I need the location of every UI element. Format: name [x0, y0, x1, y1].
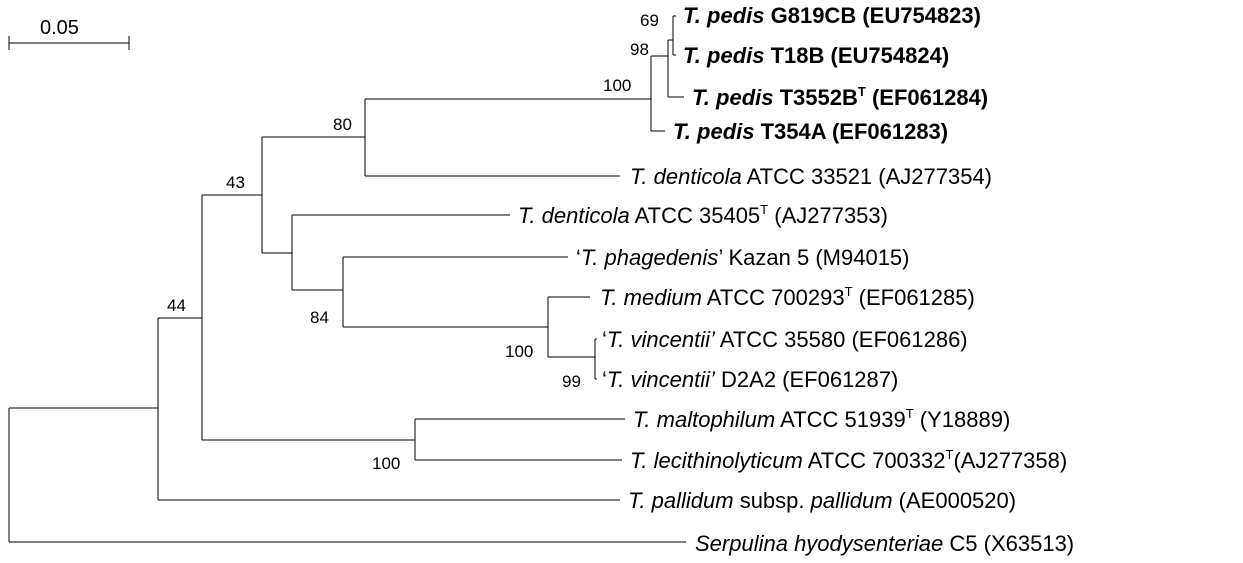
taxon-segment: (EF061285): [853, 285, 975, 310]
taxon-segment: T3552B: [774, 85, 858, 110]
taxon-segment: Serpulina hyodysenteriae: [695, 531, 943, 556]
taxon-segment: T. vincentii’: [607, 367, 716, 392]
taxon-label-pallidum: T. pallidum subsp. pallidum (AE000520): [628, 488, 1016, 513]
taxon-label-maltophilum: T. maltophilum ATCC 51939T (Y18889): [633, 406, 1010, 432]
taxon-segment: T. pedis: [683, 43, 765, 68]
bootstrap-100-pedis: 100: [603, 76, 631, 95]
taxon-label-vincentii-d2a2: ‘T. vincentii’ D2A2 (EF061287): [602, 367, 898, 392]
taxon-segment: T: [858, 84, 866, 99]
taxon-segment: T: [760, 202, 768, 217]
taxon-segment: ATCC 700293: [702, 285, 845, 310]
tree-branches: [8, 15, 686, 543]
taxon-segment: pallidum: [810, 488, 893, 513]
bootstrap-84: 84: [310, 308, 329, 327]
taxon-segment: T. pedis: [673, 119, 755, 144]
taxon-label-denticola-33521: T. denticola ATCC 33521 (AJ277354): [630, 164, 992, 189]
taxon-segment: T: [845, 284, 853, 299]
scale-bar-label: 0.05: [40, 17, 79, 39]
taxon-segment: ATCC 35580 (EF061286): [715, 327, 968, 352]
taxon-segment: T: [906, 406, 914, 421]
taxon-segment: (EF061284): [866, 85, 988, 110]
bootstrap-43: 43: [226, 173, 245, 192]
taxon-segment: subsp.: [734, 488, 811, 513]
bootstrap-100-maltophilum: 100: [372, 454, 400, 473]
taxon-segment: ATCC 700332: [803, 448, 946, 473]
taxon-segment: ‘: [576, 245, 581, 270]
taxon-label-vincentii-35580: ‘T. vincentii’ ATCC 35580 (EF061286): [602, 327, 968, 352]
taxon-segment: ATCC 33521 (AJ277354): [742, 164, 992, 189]
bootstrap-100-medium: 100: [505, 342, 533, 361]
taxon-segment: T. denticola: [518, 203, 630, 228]
taxon-segment: T. lecithinolyticum: [630, 448, 803, 473]
taxon-label-t354a: T. pedis T354A (EF061283): [673, 119, 948, 144]
taxon-segment: (AJ277353): [768, 203, 888, 228]
taxon-segment: (Y18889): [914, 407, 1011, 432]
taxon-label-serpulina: Serpulina hyodysenteriae C5 (X63513): [695, 531, 1074, 556]
taxon-segment: (AJ277358): [953, 448, 1067, 473]
taxon-segment: ’ Kazan 5 (M94015): [718, 245, 909, 270]
taxon-segment: T. pedis: [692, 85, 774, 110]
taxon-segment: ‘: [602, 367, 607, 392]
taxon-label-medium: T. medium ATCC 700293T (EF061285): [600, 284, 975, 310]
taxon-label-phagedenis: ‘T. phagedenis’ Kazan 5 (M94015): [576, 245, 910, 270]
taxon-segment: ATCC 51939: [775, 407, 905, 432]
taxon-segment: T. maltophilum: [633, 407, 775, 432]
taxon-segment: T18B (EU754824): [765, 43, 950, 68]
bootstrap-69: 69: [640, 11, 659, 30]
taxon-segment: C5 (X63513): [943, 531, 1074, 556]
taxon-segment: (AE000520): [893, 488, 1017, 513]
scale-bar: 0.05: [8, 17, 130, 50]
bootstrap-values: 69 98 100 80 43 44 84 100 99 100: [167, 11, 659, 473]
bootstrap-80: 80: [333, 115, 352, 134]
taxon-segment: T. medium: [600, 285, 702, 310]
taxon-segment: T354A (EF061283): [755, 119, 949, 144]
bootstrap-44: 44: [167, 296, 186, 315]
taxon-segment: ‘: [602, 327, 607, 352]
taxon-segment: T. vincentii’: [607, 327, 716, 352]
taxon-segment: ATCC 35405: [630, 203, 760, 228]
taxon-segment: G819CB (EU754823): [765, 3, 981, 28]
bootstrap-98: 98: [630, 40, 649, 59]
bootstrap-99: 99: [562, 372, 581, 391]
taxon-segment: T. pedis: [683, 3, 765, 28]
taxon-segment: T. pallidum: [628, 488, 734, 513]
taxon-segment: D2A2 (EF061287): [715, 367, 898, 392]
taxon-label-g819cb: T. pedis G819CB (EU754823): [683, 3, 981, 28]
taxon-label-lecithinolyticum: T. lecithinolyticum ATCC 700332T(AJ27735…: [630, 447, 1067, 473]
taxon-label-t3552b: T. pedis T3552BT (EF061284): [692, 84, 988, 110]
taxon-segment: T: [946, 447, 954, 462]
taxon-labels: T. pedis G819CB (EU754823) T. pedis T18B…: [518, 3, 1074, 556]
taxon-label-t18b: T. pedis T18B (EU754824): [683, 43, 949, 68]
taxon-segment: T. phagedenis: [581, 245, 718, 270]
taxon-segment: T. denticola: [630, 164, 742, 189]
taxon-label-denticola-35405: T. denticola ATCC 35405T (AJ277353): [518, 202, 888, 228]
